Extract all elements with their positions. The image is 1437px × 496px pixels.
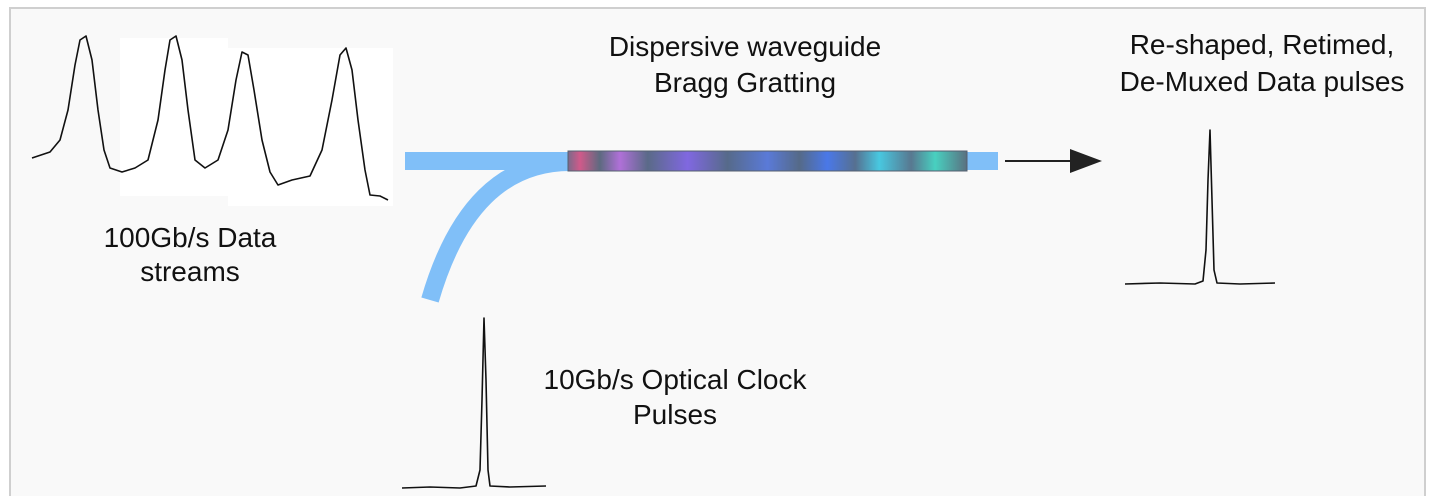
output-pulse-trace — [1124, 129, 1276, 285]
input-label: 100Gb/s Data — [104, 222, 277, 253]
output-label: De-Muxed Data pulses — [1120, 66, 1405, 97]
trace-bg — [120, 38, 228, 196]
grating-label: Bragg Gratting — [654, 67, 836, 98]
trace-bg — [228, 48, 393, 206]
clock-label: 10Gb/s Optical Clock — [544, 364, 808, 395]
input-label: streams — [140, 256, 240, 287]
output-label: Re-shaped, Retimed, — [1130, 29, 1395, 60]
grating-label: Dispersive waveguide — [609, 31, 881, 62]
data-stream-trace — [31, 35, 389, 201]
clock-label: Pulses — [633, 399, 717, 430]
clock-pulse-trace — [401, 317, 547, 489]
arrow-head — [1070, 149, 1102, 173]
bragg-grating — [567, 150, 968, 172]
